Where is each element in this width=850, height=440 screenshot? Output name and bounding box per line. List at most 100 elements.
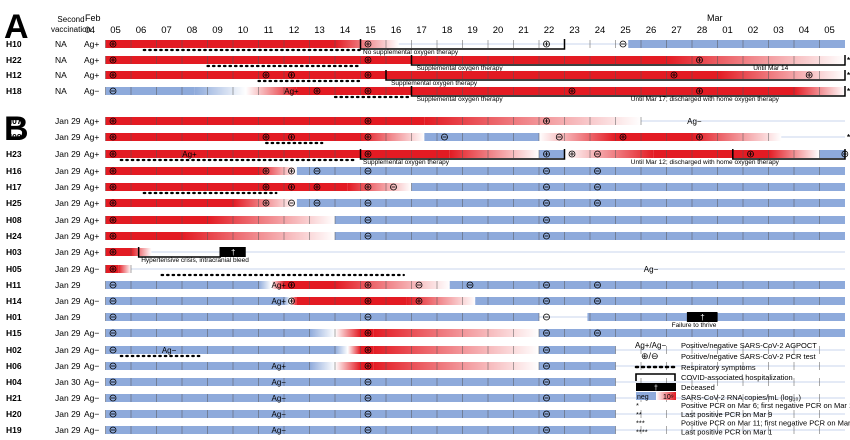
legend-rna-neg-swatch [636,392,656,400]
date-tick-15-10: 15 [365,25,376,36]
row-H05: H05 Jan 29 Ag− Ag− [6,264,845,277]
pcr-negative-marker [543,232,550,240]
pcr-positive-marker [109,199,117,207]
row-antigen: Ag+ [84,70,99,80]
pcr-positive-plus [289,73,294,77]
rna-negative-band [296,167,845,175]
antigen-test-mark: Ag− [272,426,287,435]
pcr-positive-marker [109,40,117,48]
row-vaccination: Jan 29 [55,198,81,208]
pcr-positive-marker [288,133,295,141]
legend-hospitalization-swatch [635,373,676,381]
pcr-negative-marker [313,167,321,175]
legend-rna-high: 10⁹ [663,394,674,401]
pcr-positive-marker [313,183,321,191]
row-H06: H06 Jan 29 Ag− Ag+ [6,361,845,371]
pcr-positive-marker [109,183,117,191]
pcr-positive-marker [364,133,372,141]
row-vaccination: NA [55,70,67,80]
pcr-positive-marker [288,281,295,289]
pcr-negative-marker [364,232,372,240]
date-tick-13-8: 13 [314,25,325,36]
rna-declining-band [406,297,476,305]
header-feb-start: 04 [85,25,95,35]
rna-negative-band [819,150,845,158]
pcr-positive-plus [366,299,370,303]
antigen-test-mark: Ag− [644,265,659,274]
row-antigen: Ag+ [84,182,99,192]
pcr-positive-marker [543,40,550,48]
antigen-test-mark: Ag+ [272,281,287,290]
header-second-vaccination-1: Second [57,15,84,24]
rna-declining-band [449,150,539,158]
pcr-negative-marker [543,199,550,207]
row-antigen: Ag+ [84,166,99,176]
row-H15: H15 Jan 29 Ag− [6,328,845,338]
pcr-positive-marker [288,297,295,305]
row-vaccination: Jan 29 [55,149,81,159]
legend-pcr-text: Positive/negative SARS-CoV-2 PCR test [681,352,817,361]
pcr-positive-plus [366,364,370,368]
pcr-positive-plus [366,348,370,352]
pcr-negative-marker [313,199,321,207]
legend-footnote-text: Positive PCR on Mar 6; first negative PC… [681,401,850,410]
row-vaccination: Jan 29 [55,231,81,241]
rna-negative-band [105,313,539,321]
row-antigen: Ag+ [84,132,99,142]
pcr-negative-marker [594,167,601,175]
rna-high-band [296,87,794,95]
pcr-positive-plus [111,169,115,173]
pcr-negative-marker [543,329,550,337]
row-vaccination: Jan 29 [55,215,81,225]
row-annotation: Supplemental oxygen therapy [363,159,450,166]
rna-negative-band [539,150,565,158]
row-vaccination: Jan 29 [55,247,81,257]
pcr-negative-marker [594,199,601,207]
pcr-positive-plus [315,185,319,189]
pcr-negative-marker [543,297,550,305]
pcr-negative-marker [109,329,117,337]
rna-negative-band [539,362,616,370]
pcr-positive-plus [111,135,115,139]
pcr-positive-marker [364,329,372,337]
row-vaccination: Jan 29 [55,296,81,306]
row-vaccination: Jan 29 [55,361,81,371]
rna-declining-band [118,265,131,273]
pcr-positive-marker [109,216,117,224]
panel-label-b: B [4,110,29,148]
pcr-positive-plus [289,169,294,173]
pcr-negative-marker [841,150,849,158]
pcr-negative-marker [543,378,550,386]
pcr-positive-plus [544,152,549,156]
row-annotation: No supplemental oxygen therapy [363,49,459,56]
row-annotation: Supplemental oxygen therapy [417,96,504,103]
date-tick-17-12: 17 [416,25,427,36]
rna-negative-band [105,297,284,305]
pcr-positive-plus [289,299,294,303]
pcr-positive-plus [111,185,115,189]
date-tick-04-27: 04 [799,25,810,36]
row-id: H03 [6,247,22,257]
rna-declining-band [666,56,845,64]
rna-negative-band [449,281,845,289]
pcr-negative-marker [364,313,372,321]
pcr-negative-marker [364,394,372,402]
pcr-positive-plus [264,185,268,189]
antigen-test-mark: Ag− [272,394,287,403]
row-vaccination: Jan 29 [55,393,81,403]
rna-high-band [296,297,407,305]
rna-high-band [105,199,233,207]
legend-ag-text: Positive/negative SARS-CoV-2 AGPOCT [681,341,817,350]
pcr-positive-plus [366,89,370,93]
pcr-positive-marker [696,56,703,64]
date-tick-26-21: 26 [646,25,657,36]
rna-negative-band [628,40,845,48]
pcr-positive-marker [415,297,423,305]
pcr-negative-marker [543,346,550,354]
pcr-positive-marker [109,71,117,79]
row-antigen: Ag− [84,296,99,306]
rna-high-band [105,40,335,48]
row-id: H14 [6,296,22,306]
